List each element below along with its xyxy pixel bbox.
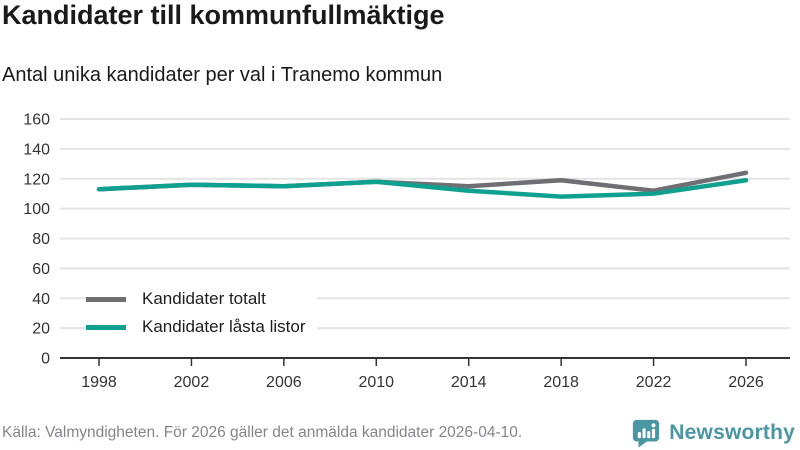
y-tick-label: 140 xyxy=(23,141,50,158)
legend-item-totalt: Kandidater totalt xyxy=(86,285,318,313)
legend-label-lasta-listor: Kandidater låsta listor xyxy=(142,317,306,336)
chart-subtitle: Antal unika kandidater per val i Tranemo… xyxy=(2,64,443,86)
y-tick-label: 20 xyxy=(32,321,50,338)
newsworthy-bubble-chart-icon xyxy=(633,419,660,448)
legend-item-lasta-listor: Kandidater låsta listor xyxy=(86,313,318,341)
footer: Källa: Valmyndigheten. För 2026 gäller d… xyxy=(2,418,795,448)
y-tick-label: 40 xyxy=(32,291,50,308)
x-tick-label: 2018 xyxy=(543,374,579,391)
legend-swatch-gray xyxy=(86,296,126,302)
x-tick-label: 2010 xyxy=(358,374,394,391)
y-tick-label: 80 xyxy=(32,231,50,248)
source-note: Källa: Valmyndigheten. För 2026 gäller d… xyxy=(2,424,523,441)
series-line-1 xyxy=(96,177,749,199)
y-tick-label: 120 xyxy=(23,171,50,188)
x-tick-label: 2014 xyxy=(451,374,487,391)
newsworthy-logo: Newsworthy xyxy=(631,418,795,448)
y-tick-label: 0 xyxy=(41,351,50,368)
y-tick-label: 160 xyxy=(23,112,50,129)
y-tick-label: 100 xyxy=(23,201,50,218)
x-tick-label: 2002 xyxy=(174,374,210,391)
x-tick-label: 1998 xyxy=(81,374,117,391)
y-tick-label: 60 xyxy=(32,261,50,278)
newsworthy-logo-text: Newsworthy xyxy=(669,421,795,444)
x-tick-label: 2026 xyxy=(728,374,764,391)
x-tick-label: 2006 xyxy=(266,374,302,391)
legend-swatch-teal xyxy=(86,324,126,330)
legend-label-totalt: Kandidater totalt xyxy=(142,289,266,308)
page-title: Kandidater till kommunfullmäktige xyxy=(2,0,445,30)
line-chart: 0 20 40 60 80 100 120 140 160 1998 2002 2006 2010 201… xyxy=(23,112,790,391)
legend: Kandidater totalt Kandidater låsta listo… xyxy=(86,285,318,341)
figure: 0 20 40 60 80 100 120 140 160 1998 2002 2006 2010 201… xyxy=(0,100,800,410)
x-tick-label: 2022 xyxy=(636,374,672,391)
